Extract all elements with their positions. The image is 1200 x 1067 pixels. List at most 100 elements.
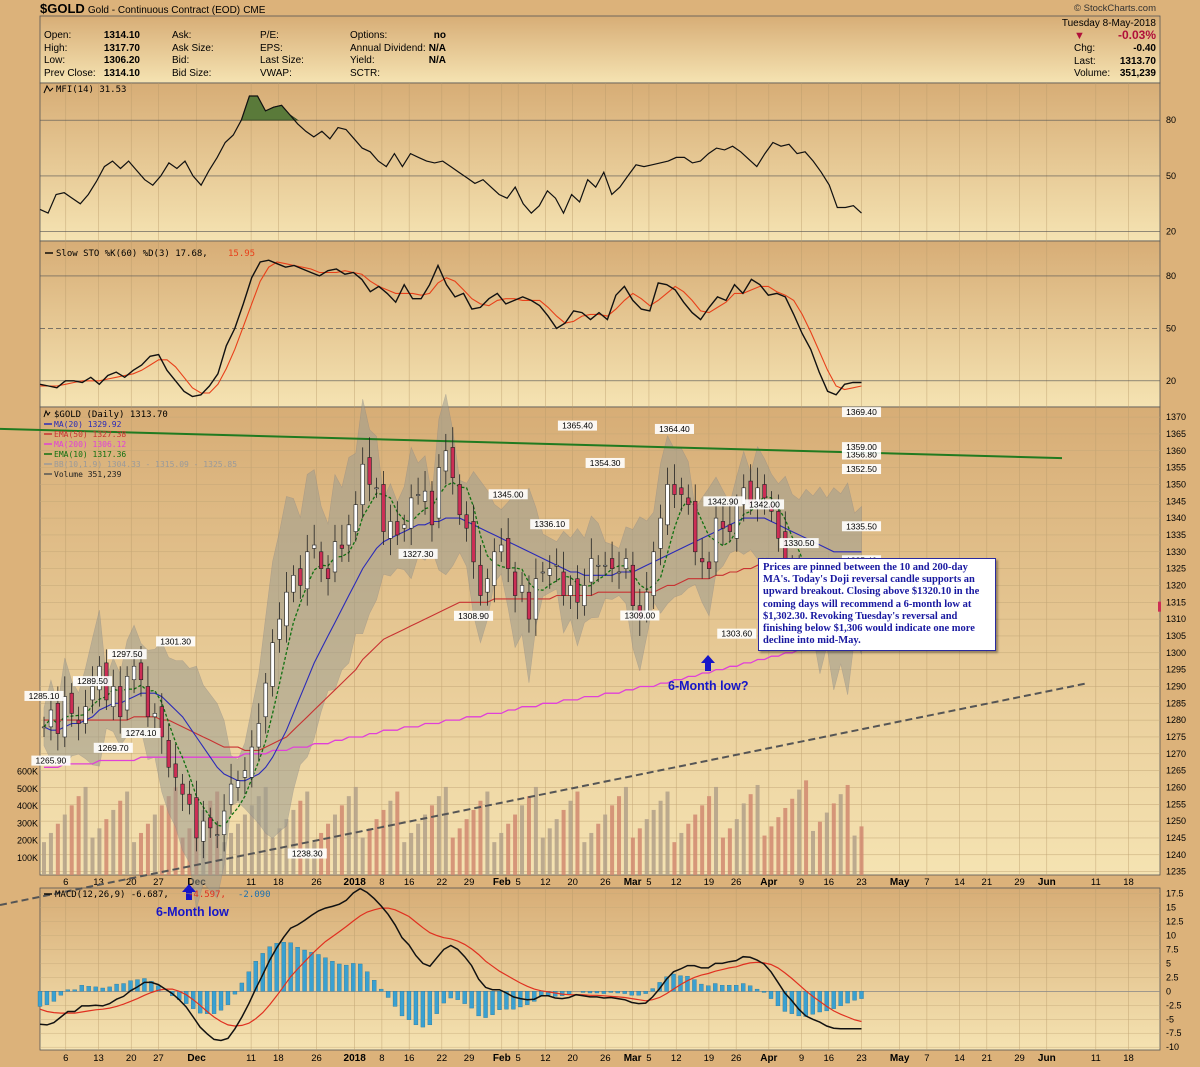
x-tick-label: 29 [1014, 1053, 1025, 1064]
candle-body [201, 820, 206, 842]
candle-body [55, 702, 60, 734]
price-label-text: 1369.40 [846, 407, 877, 417]
volume-bar [104, 819, 109, 875]
price-label-text: 1297.50 [112, 649, 143, 659]
price-label-bg [488, 489, 528, 500]
candle-body [741, 487, 746, 505]
volume-bar [409, 832, 414, 875]
macd-hist-bar [267, 946, 272, 992]
price-label: 1269.70 [93, 742, 133, 753]
candle-body [713, 517, 719, 563]
price-y-tick: 1365 [1166, 429, 1186, 439]
macd-legend-signal: -4.597, [188, 890, 226, 900]
x-tick-label: 5 [516, 1053, 521, 1064]
mfi-y-tick: 20 [1166, 227, 1176, 237]
candle-body [118, 686, 123, 718]
volume-bar [62, 814, 67, 875]
volume-bar [617, 796, 622, 875]
volume-bar [173, 786, 178, 875]
price-y-tick: 1245 [1166, 833, 1186, 843]
volume-bar [540, 837, 545, 875]
candle-body [125, 676, 130, 711]
price-label: 1308.90 [453, 610, 494, 621]
volume-bar [547, 828, 552, 875]
volume-bar [152, 814, 157, 875]
volume-bar [554, 819, 559, 875]
macd-hist-bar [713, 983, 718, 992]
macd-hist-bar [525, 991, 530, 1005]
macd-hist-bar [504, 991, 509, 1010]
macd-hist-bar [629, 991, 634, 996]
macd-hist-bar [441, 991, 446, 1004]
candle-body [395, 521, 400, 536]
macd-hist-bar [93, 986, 98, 992]
volume-bar [464, 819, 469, 875]
candle-body [402, 524, 407, 529]
x-tick-label: 27 [153, 877, 164, 888]
macd-hist-bar [532, 991, 537, 1002]
x-tick-label: 14 [954, 877, 965, 888]
x-tick-label: Feb [493, 1053, 511, 1064]
candle-body [388, 521, 393, 539]
volume-bar [762, 835, 767, 875]
x-tick-label: 18 [1123, 877, 1134, 888]
candle-body [166, 740, 171, 768]
legend-item: MA(20) 1329.92 [54, 420, 122, 429]
chg-value: -0.40 [1133, 43, 1156, 54]
legend-item: Volume 351,239 [54, 470, 122, 479]
macd-signal-line [39, 907, 862, 1027]
volume-bar [693, 814, 698, 875]
candle-body [554, 564, 559, 567]
candle-body [263, 682, 268, 718]
price-label-text: 1303.60 [721, 629, 752, 639]
x-tick-label: 22 [437, 1053, 448, 1064]
header-col-1-values: 1314.10 1317.70 1306.20 1314.10 [98, 30, 140, 80]
volume-bar [478, 800, 483, 875]
candle-body [485, 578, 490, 593]
volume-y-tick: 600K [17, 767, 38, 777]
macd-hist-bar [671, 973, 676, 992]
volume-bar [443, 786, 448, 875]
macd-hist-bar [483, 991, 488, 1018]
candle-body [582, 585, 587, 606]
last-label: Last: [1074, 55, 1096, 67]
price-label: 1238.30 [287, 848, 327, 859]
macd-hist-bar [434, 991, 439, 1014]
header-col-4-values: no N/A N/A [420, 30, 446, 80]
candle-body [235, 780, 241, 788]
macd-hist-bar [740, 983, 746, 992]
candle-body [443, 450, 448, 472]
sto-legend: Slow STO %K(60) %D(3) 17.68, [56, 249, 208, 259]
x-tick-label: 7 [924, 877, 929, 888]
volume-bar [734, 819, 739, 875]
volume-bar [305, 791, 310, 875]
candle-body [90, 686, 95, 701]
macd-hist-bar [302, 949, 307, 992]
candle-body [665, 484, 670, 526]
price-label-text: 1274.10 [126, 728, 157, 738]
legend-item: EMA(10) 1317.36 [54, 450, 126, 459]
price-label-bg [24, 690, 64, 701]
x-tick-label: 23 [856, 1053, 867, 1064]
price-y-tick: 1315 [1166, 597, 1186, 607]
candle-body [360, 463, 365, 505]
volume-bar [727, 828, 732, 875]
price-label-text: 1335.50 [846, 521, 877, 531]
price-label: 1274.10 [121, 727, 161, 738]
macd-hist-bar [37, 991, 43, 1007]
price-y-tick: 1260 [1166, 782, 1186, 792]
sto-y-tick: 80 [1166, 271, 1176, 281]
volume-bar [679, 832, 684, 875]
candle-body [547, 568, 552, 576]
candle-body [429, 490, 435, 526]
volume-bar [582, 842, 587, 875]
candle-body [374, 487, 379, 490]
price-label-bg [557, 420, 598, 431]
x-tick-label: 16 [404, 1053, 415, 1064]
x-tick-label: 29 [464, 1053, 475, 1064]
volume-bar [845, 784, 850, 875]
macd-hist-bar [121, 983, 126, 992]
macd-hist-bar [323, 957, 328, 992]
instrument-name: Gold - Continuous Contract (EOD) [87, 5, 241, 16]
price-label-bg [717, 628, 757, 639]
